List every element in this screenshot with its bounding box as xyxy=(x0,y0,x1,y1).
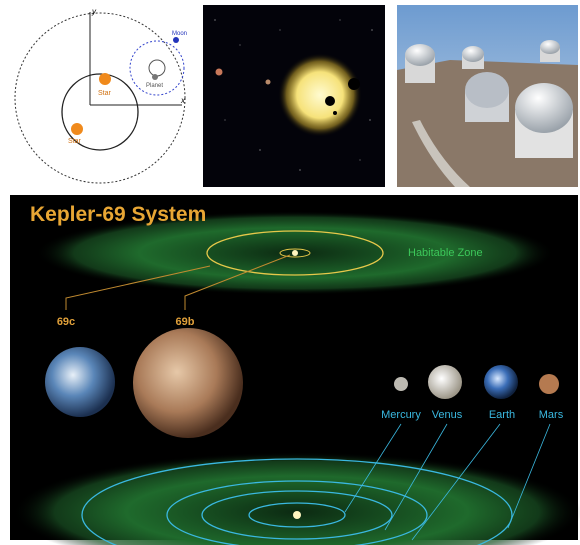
dome xyxy=(462,46,484,62)
star xyxy=(71,123,83,135)
earth xyxy=(484,365,518,399)
axis-label: y xyxy=(91,7,97,16)
label: Star xyxy=(98,90,112,97)
title: Kepler-69 System xyxy=(30,203,206,226)
planet-label: Mars xyxy=(539,409,564,421)
planet-label: 69b xyxy=(176,316,195,328)
solar-orbits xyxy=(81,458,513,545)
leader-lines xyxy=(344,423,551,541)
planet xyxy=(348,78,360,90)
habitable-zone-glow xyxy=(12,452,580,545)
dome xyxy=(465,72,509,108)
axis-label: x xyxy=(180,96,186,105)
orbit xyxy=(206,230,384,276)
dome xyxy=(405,44,435,66)
planet xyxy=(325,96,335,106)
sun xyxy=(293,511,301,519)
dome xyxy=(515,83,573,133)
kepler-panel: Kepler-69 System Habitable Zone 69c 69b … xyxy=(10,195,580,545)
label: Planet xyxy=(146,83,163,89)
road xyxy=(412,120,470,187)
venus xyxy=(428,365,462,399)
stars xyxy=(214,19,373,171)
mercury xyxy=(394,377,408,391)
planet xyxy=(215,68,223,76)
label: Star xyxy=(68,138,82,145)
observatory-photo xyxy=(397,5,578,187)
star-orbit xyxy=(61,73,139,151)
zone-label: Habitable Zone xyxy=(408,247,483,259)
planet-label: 69c xyxy=(57,316,75,328)
star xyxy=(278,53,362,137)
orbit-diagram: y x Star Star Planet Moon xyxy=(14,7,187,184)
planet-label: Earth xyxy=(489,409,515,421)
leader-line xyxy=(184,254,291,310)
star xyxy=(99,73,111,85)
moon xyxy=(173,37,179,43)
orbit xyxy=(279,248,311,258)
planet xyxy=(152,74,158,80)
planet-label: Mercury xyxy=(381,409,421,421)
space-illustration xyxy=(203,5,385,187)
planet xyxy=(265,79,271,85)
planet-label: Venus xyxy=(432,409,463,421)
dome xyxy=(540,40,560,54)
star xyxy=(292,250,298,256)
outer-orbit xyxy=(14,12,186,184)
planet-69c xyxy=(45,347,115,417)
leader-line xyxy=(65,265,211,310)
planet xyxy=(333,111,337,115)
moon-orbit xyxy=(129,40,185,96)
planet-69b xyxy=(133,328,243,438)
label: Moon xyxy=(172,31,187,37)
planet-orbit xyxy=(148,59,166,77)
mars xyxy=(539,374,559,394)
